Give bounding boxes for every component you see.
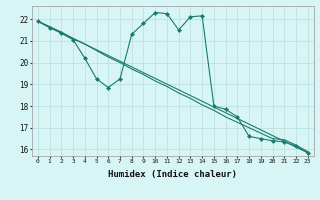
X-axis label: Humidex (Indice chaleur): Humidex (Indice chaleur) <box>108 170 237 179</box>
